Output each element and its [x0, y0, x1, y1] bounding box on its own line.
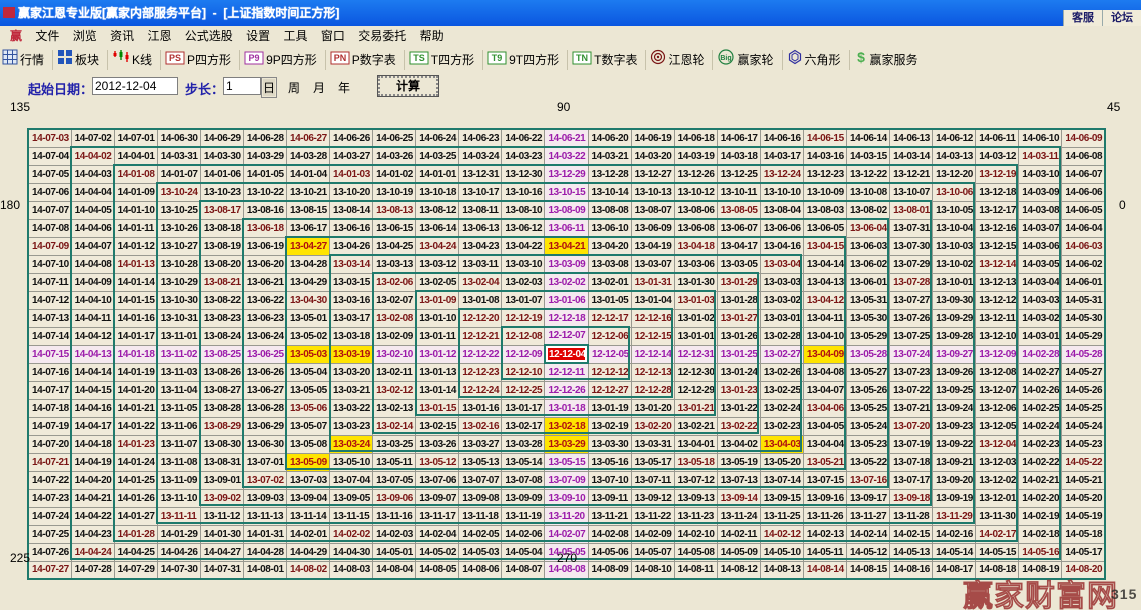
- svg-text:TS: TS: [413, 53, 425, 63]
- svg-text:PN: PN: [333, 53, 346, 63]
- svg-text:PS: PS: [169, 53, 181, 63]
- svg-text:P9: P9: [249, 53, 260, 63]
- svg-text:$: $: [857, 49, 865, 65]
- svg-text:T9: T9: [492, 53, 503, 63]
- svg-text:TN: TN: [576, 53, 588, 63]
- svg-text:Big: Big: [721, 55, 732, 62]
